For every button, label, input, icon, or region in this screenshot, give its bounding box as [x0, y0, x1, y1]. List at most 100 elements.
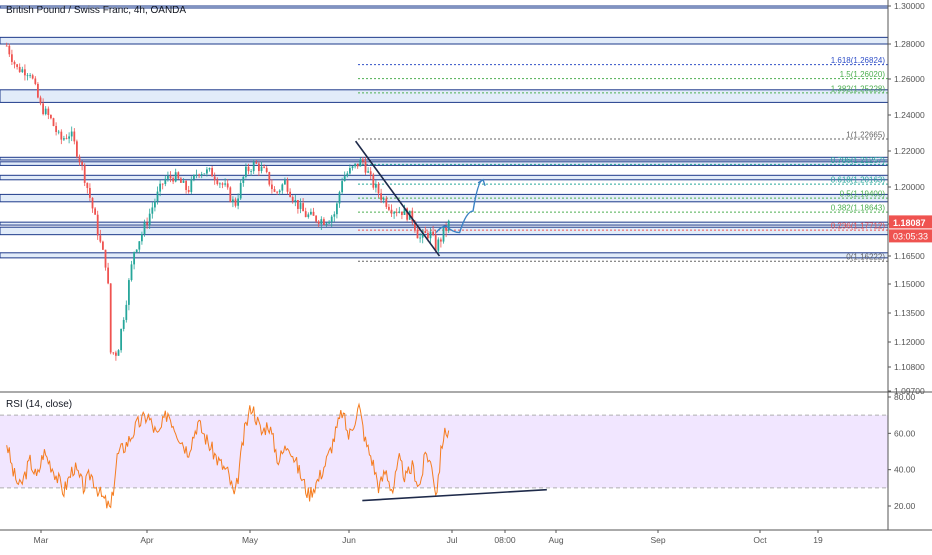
- candle-body: [81, 161, 84, 166]
- candle-body: [73, 131, 76, 142]
- candle: [221, 182, 224, 189]
- candle: [151, 202, 154, 219]
- rsi-pane: [0, 402, 888, 509]
- candle: [52, 117, 55, 127]
- candle-body: [432, 231, 435, 235]
- candle: [50, 114, 52, 120]
- candle: [164, 175, 167, 187]
- candle-body: [341, 181, 344, 193]
- candle: [367, 167, 370, 174]
- candle: [416, 226, 419, 239]
- candle: [213, 172, 216, 185]
- sr-zone: [0, 156, 889, 161]
- candle: [291, 195, 294, 204]
- candle-body: [91, 197, 94, 209]
- candle: [172, 176, 175, 185]
- candle: [70, 126, 73, 142]
- fibonacci-levels: 1.618(1.26824) 1.5(1.26020) 1.382(1.25228)…: [358, 56, 888, 262]
- candle-body: [8, 45, 11, 55]
- candle-body: [57, 131, 60, 133]
- candle-body: [83, 165, 86, 183]
- candle: [29, 73, 32, 79]
- candle-body: [403, 208, 406, 215]
- candle: [55, 122, 58, 136]
- candle-body: [146, 222, 149, 225]
- candle: [102, 240, 104, 250]
- candle-body: [427, 233, 429, 239]
- candle-body: [37, 83, 39, 98]
- candle-body: [216, 180, 219, 185]
- candle-body: [369, 171, 372, 175]
- candle: [159, 180, 162, 197]
- candle: [307, 212, 310, 219]
- candle-body: [276, 191, 279, 193]
- candle-body: [234, 199, 237, 206]
- candle: [447, 219, 450, 234]
- candle-body: [226, 183, 229, 188]
- candle: [42, 98, 45, 116]
- candle-body: [338, 192, 341, 204]
- candle: [333, 211, 336, 222]
- rsi-band: [0, 415, 888, 488]
- candle-body: [299, 203, 302, 209]
- candle-body: [31, 75, 34, 79]
- candle: [401, 211, 403, 220]
- candle: [429, 227, 432, 244]
- candle-body: [180, 178, 182, 183]
- candle: [395, 208, 398, 217]
- candle: [112, 352, 115, 355]
- candle: [78, 154, 81, 166]
- trendline: [354, 140, 441, 257]
- candle-body: [359, 159, 362, 167]
- candle-body: [343, 176, 346, 182]
- candle: [263, 164, 266, 169]
- candle: [304, 207, 307, 218]
- candle-body: [245, 166, 247, 177]
- candle-body: [185, 180, 188, 190]
- candle-body: [255, 162, 258, 164]
- candle-body: [190, 179, 193, 192]
- candles: [5, 42, 450, 361]
- candle-body: [297, 200, 299, 209]
- candle-body: [385, 198, 388, 207]
- time-axis-bg: [0, 530, 932, 550]
- candle-body: [86, 182, 89, 188]
- candle-body: [109, 283, 112, 353]
- candle-body: [63, 138, 65, 140]
- time-tick-label: 08:00: [494, 535, 516, 545]
- price-tick-label: 1.28000: [894, 39, 925, 49]
- candle: [271, 179, 273, 194]
- candle-body: [206, 169, 208, 174]
- candle-body: [148, 213, 151, 225]
- candle: [252, 159, 255, 174]
- candle: [117, 349, 120, 356]
- candle: [143, 219, 146, 237]
- candle-body: [13, 61, 16, 65]
- price-tick-label: 1.10800: [894, 362, 925, 372]
- candle-body: [211, 168, 214, 177]
- candle-body: [346, 173, 349, 177]
- candle-body: [26, 75, 29, 77]
- candle-body: [284, 180, 286, 185]
- candle-body: [247, 166, 250, 172]
- candle-body: [99, 235, 102, 242]
- candle-body: [52, 118, 55, 126]
- candle: [406, 207, 409, 222]
- candle: [99, 229, 102, 244]
- rsi-title: RSI (14, close): [6, 399, 72, 410]
- fib-level-label: 1(1.22665): [846, 131, 885, 140]
- price-tick-label: 1.30000: [894, 1, 925, 11]
- time-tick-label: 19: [813, 535, 823, 545]
- candle-body: [239, 182, 242, 199]
- candle-body: [304, 211, 307, 218]
- candle: [13, 60, 16, 69]
- candle-body: [328, 221, 331, 224]
- candle-body: [151, 207, 154, 214]
- candle-body: [200, 173, 203, 176]
- candle-body: [78, 156, 81, 162]
- candle-body: [138, 241, 141, 250]
- candle: [219, 182, 221, 189]
- candle-body: [5, 45, 8, 47]
- candle-body: [393, 212, 396, 214]
